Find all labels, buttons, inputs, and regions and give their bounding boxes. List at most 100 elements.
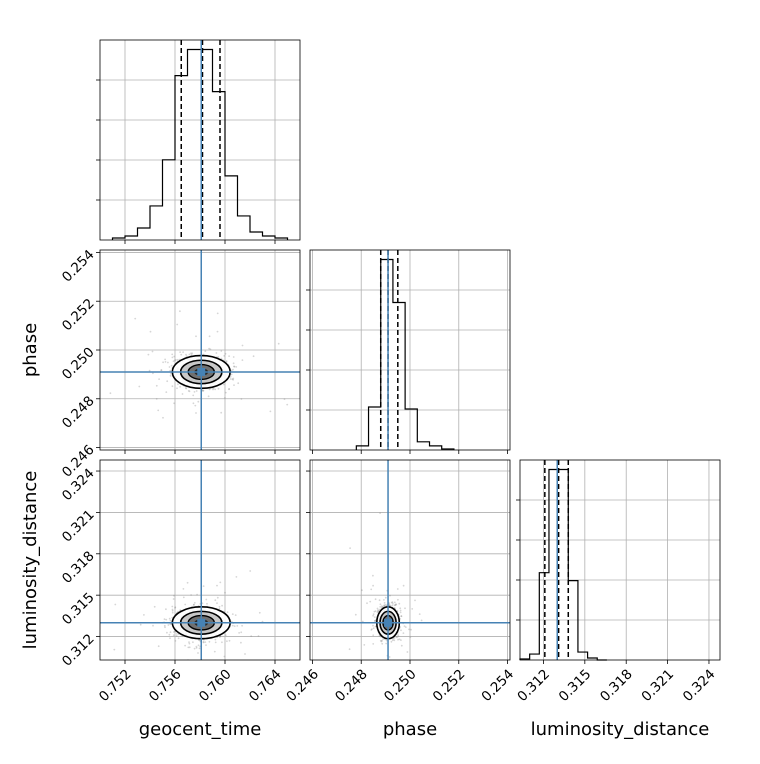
- scatter-point: [215, 352, 218, 354]
- scatter-point: [380, 605, 383, 608]
- scatter-point: [224, 397, 226, 399]
- scatter-point: [214, 641, 217, 644]
- scatter-point: [169, 623, 172, 626]
- scatter-point: [349, 547, 351, 549]
- scatter-point: [232, 377, 235, 380]
- scatter-point: [176, 633, 178, 635]
- scatter-point: [192, 603, 195, 606]
- scatter-point: [224, 591, 226, 594]
- x-tick-label: 0.254: [479, 666, 518, 705]
- scatter-point: [220, 350, 223, 352]
- scatter-point: [214, 638, 217, 641]
- scatter-point: [403, 625, 406, 627]
- scatter-point: [176, 323, 179, 326]
- scatter-point: [193, 391, 196, 393]
- scatter-point: [180, 353, 183, 356]
- histogram-phase: [355, 258, 455, 450]
- x-tick-label: 0.752: [96, 666, 135, 705]
- scatter-point: [174, 607, 177, 609]
- scatter-point: [216, 330, 219, 333]
- scatter-point: [196, 662, 198, 664]
- scatter-point: [179, 351, 182, 353]
- scatter-point: [160, 369, 163, 371]
- scatter-point: [177, 383, 179, 386]
- scatter-point: [233, 365, 236, 368]
- scatter-point: [202, 585, 205, 587]
- scatter-point: [391, 604, 394, 607]
- scatter-point: [378, 599, 381, 602]
- scatter-point: [397, 598, 399, 601]
- scatter-point: [217, 356, 220, 358]
- scatter-point: [391, 601, 394, 604]
- scatter-point: [179, 385, 182, 388]
- x-tick-label: 0.250: [381, 666, 420, 705]
- scatter-point: [250, 635, 253, 637]
- scatter-point: [372, 627, 375, 630]
- scatter-point: [232, 368, 234, 371]
- scatter-point: [381, 639, 383, 642]
- scatter-point: [395, 603, 397, 606]
- scatter-point: [230, 373, 233, 376]
- scatter-point: [109, 392, 112, 395]
- scatter-point: [232, 356, 235, 358]
- scatter-point: [170, 364, 173, 367]
- scatter-point: [169, 619, 172, 622]
- x-axis-label-luminosity_distance: luminosity_distance: [531, 719, 710, 740]
- scatter-point: [195, 390, 198, 392]
- scatter-point: [195, 335, 197, 338]
- panel-frame: [99, 459, 301, 661]
- scatter-point: [188, 641, 190, 643]
- scatter-point: [221, 604, 224, 607]
- scatter-point: [139, 623, 142, 626]
- scatter-point: [212, 388, 214, 391]
- scatter-point: [258, 611, 261, 614]
- scatter-point: [196, 593, 199, 596]
- scatter-point: [374, 619, 376, 622]
- scatter-point: [208, 335, 211, 338]
- scatter-point: [396, 588, 399, 590]
- scatter-point: [195, 647, 198, 649]
- scatter-point: [202, 641, 205, 644]
- scatter-point: [191, 668, 193, 670]
- scatter-point: [193, 603, 195, 606]
- scatter-point: [216, 602, 218, 604]
- scatter-point: [174, 606, 177, 609]
- x-axis-label-phase: phase: [383, 719, 437, 740]
- scatter-point: [370, 588, 373, 591]
- scatter-point: [221, 641, 223, 644]
- truth-marker: [384, 618, 393, 627]
- scatter-point: [185, 355, 188, 358]
- scatter-point: [178, 358, 181, 361]
- scatter-point: [252, 355, 255, 358]
- scatter-point: [377, 609, 379, 612]
- scatter-point: [387, 662, 389, 664]
- scatter-point: [379, 639, 382, 642]
- scatter-point: [197, 652, 199, 654]
- scatter-point: [383, 602, 386, 604]
- scatter-point: [157, 409, 160, 412]
- scatter-point: [241, 624, 244, 627]
- scatter-points: [109, 310, 289, 419]
- scatter-point: [378, 608, 381, 611]
- scatter-point: [165, 608, 167, 611]
- scatter-point: [185, 387, 188, 390]
- scatter-point: [134, 317, 137, 320]
- scatter-point: [195, 412, 197, 414]
- scatter-point: [233, 625, 236, 627]
- scatter-point: [233, 384, 235, 386]
- scatter-point: [236, 625, 239, 627]
- scatter-point: [187, 390, 190, 392]
- scatter-point: [269, 410, 272, 413]
- scatter-point: [224, 391, 227, 394]
- scatter-point: [240, 631, 243, 634]
- scatter-point: [240, 398, 243, 400]
- scatter-panel-geocent_time-luminosity_distance: [96, 459, 301, 670]
- scatter-point: [404, 626, 407, 628]
- scatter-point: [202, 641, 205, 643]
- scatter-point: [216, 596, 219, 599]
- scatter-point: [214, 388, 217, 391]
- scatter-point: [174, 359, 176, 362]
- scatter-point: [400, 629, 402, 632]
- scatter-point: [162, 361, 165, 364]
